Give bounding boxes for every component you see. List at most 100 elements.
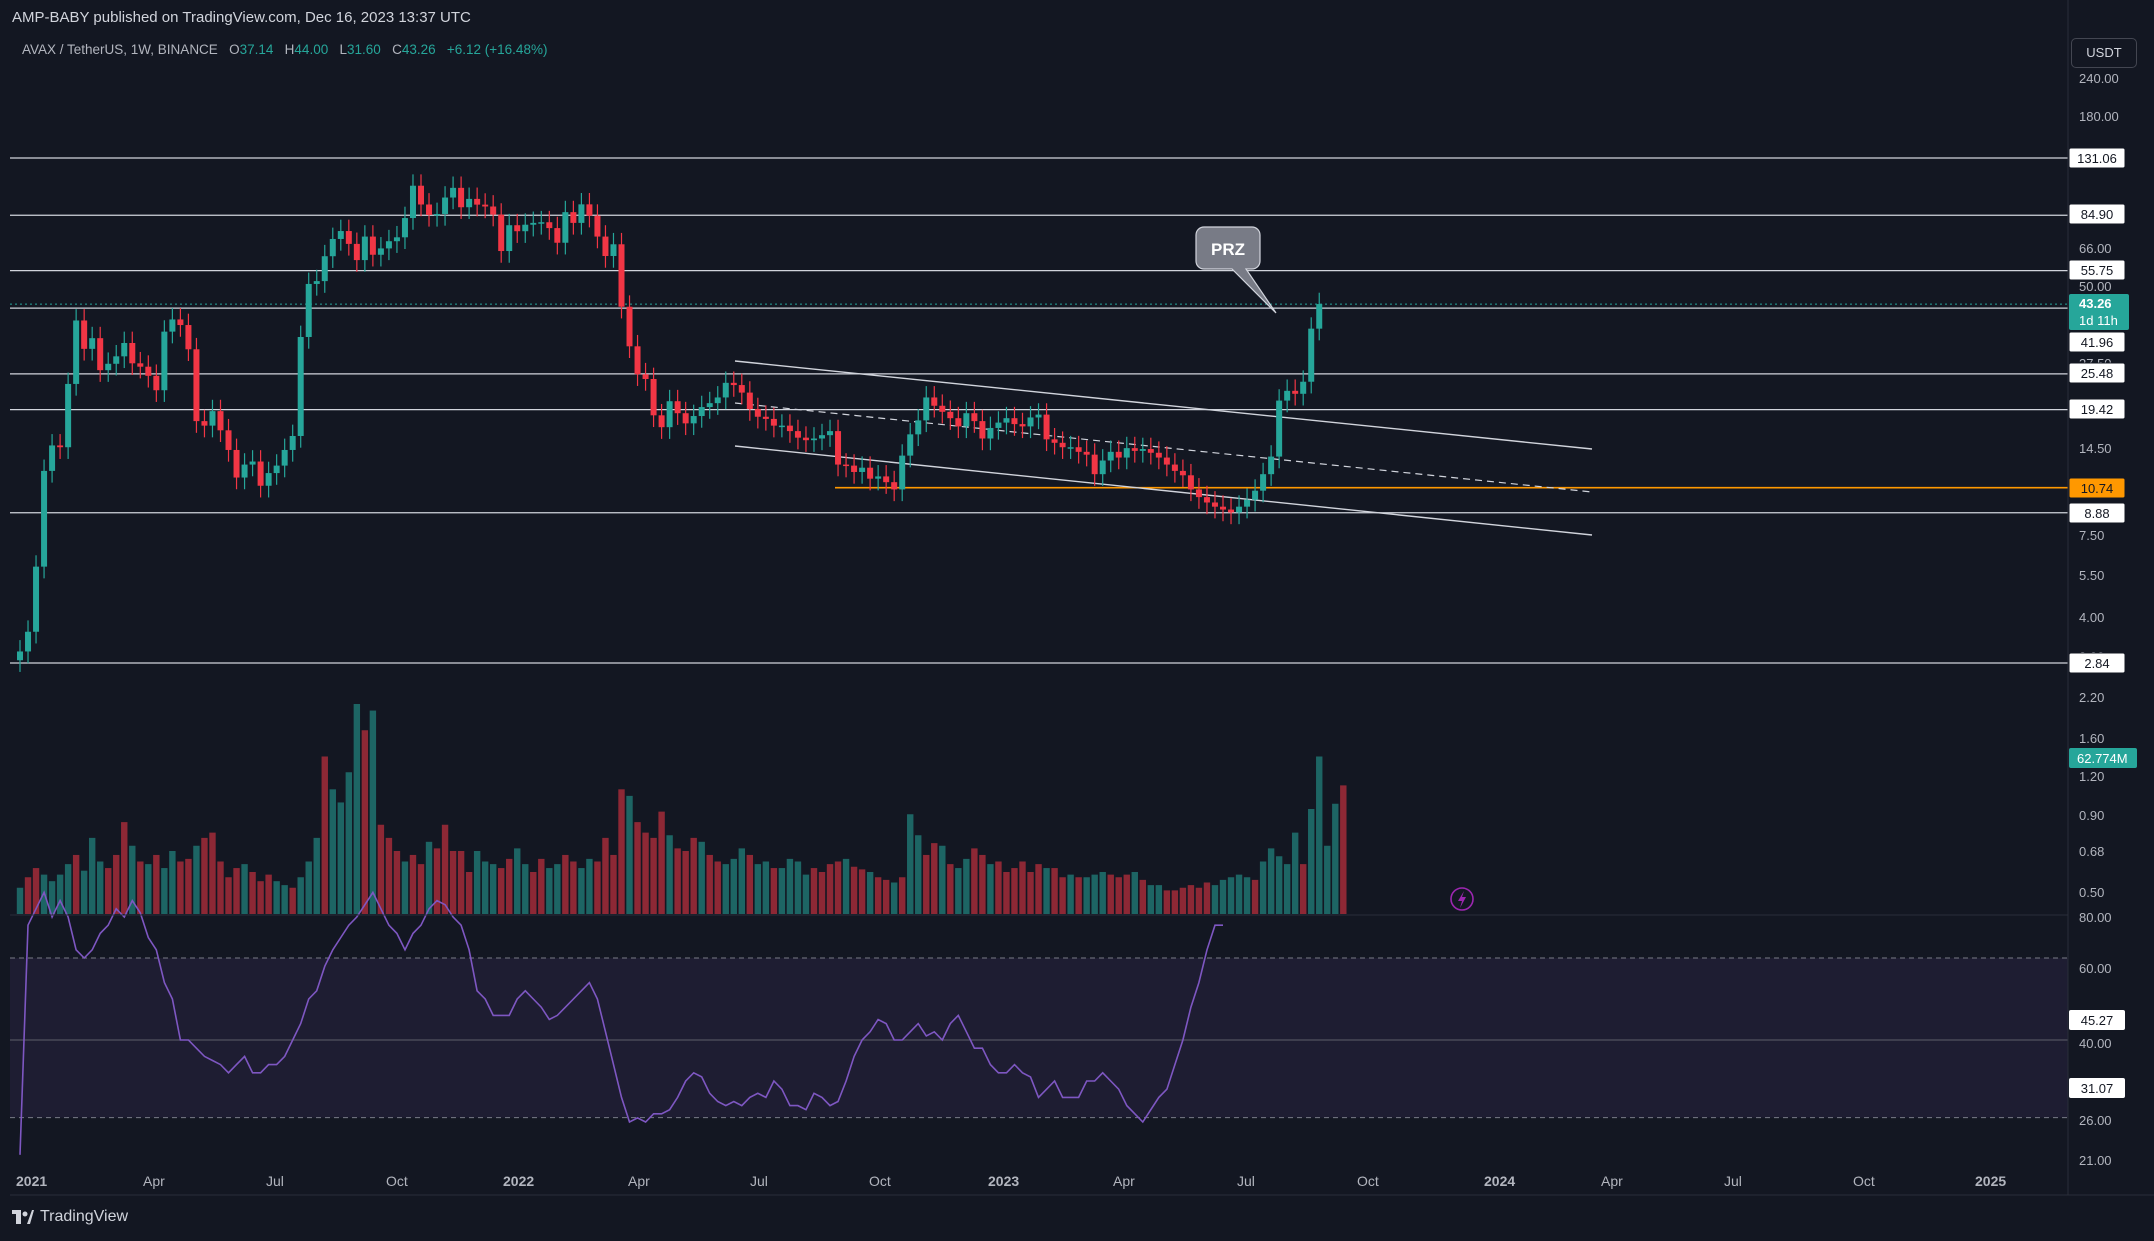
price-axis-label: 10.74 <box>2081 481 2114 496</box>
candle-body <box>409 185 416 219</box>
volume-bar <box>321 756 328 914</box>
price-axis-label: 25.48 <box>2081 366 2114 381</box>
candle-body <box>377 248 384 255</box>
open-value: 37.14 <box>239 42 274 57</box>
candle-body <box>1211 502 1218 507</box>
candle-body <box>1236 506 1243 513</box>
candle-body <box>201 421 208 426</box>
volume-bar <box>971 848 978 914</box>
alert-icon[interactable] <box>1450 887 1474 911</box>
candle-body <box>393 237 400 242</box>
candle-body <box>1083 451 1090 455</box>
channel-lower-line[interactable] <box>734 445 1593 536</box>
price-axis-tick: 2.20 <box>2079 690 2104 705</box>
volume-bar <box>762 861 770 914</box>
candle-body <box>434 213 441 216</box>
channel-upper-line[interactable] <box>734 360 1593 450</box>
price-axis-tick: 66.00 <box>2079 241 2112 256</box>
tradingview-logo[interactable]: TradingView <box>12 1208 128 1226</box>
volume-bar <box>457 851 465 914</box>
volume-bar <box>105 868 112 914</box>
candle-body <box>698 407 705 417</box>
rsi-layer <box>10 887 2068 1155</box>
publish-caption: AMP-BABY published on TradingView.com, D… <box>12 9 471 26</box>
candle-body <box>682 413 689 424</box>
high-label: H <box>284 42 295 57</box>
candle-body <box>827 431 834 436</box>
volume-bar <box>786 858 794 914</box>
volume-bar <box>1300 864 1307 914</box>
volume-bar <box>193 845 200 914</box>
currency-unit-button[interactable]: USDT <box>2071 38 2137 68</box>
price-axis-label: 2.84 <box>2084 656 2109 671</box>
lightning-icon <box>1458 891 1466 908</box>
volume-bar <box>281 885 288 914</box>
prz-label: PRZ <box>1211 240 1245 259</box>
prz-callout[interactable]: PRZ <box>1195 226 1277 314</box>
volume-bar <box>818 872 826 914</box>
candle-body <box>714 397 721 404</box>
volume-bar <box>64 864 72 914</box>
volume-bar <box>1147 885 1155 914</box>
volume-bar <box>1115 877 1122 914</box>
last-price-label-box <box>2069 294 2129 330</box>
price-axis-tick: 50.00 <box>2079 279 2112 294</box>
volume-bar <box>449 851 457 914</box>
volume-bar <box>337 802 344 914</box>
time-axis-tick: 2023 <box>988 1173 1019 1189</box>
volume-bar <box>361 730 369 914</box>
candle-body <box>746 392 753 410</box>
volume-bar <box>923 854 930 914</box>
volume-bar <box>153 854 160 914</box>
candle-body <box>1220 506 1226 510</box>
price-axis-label: 41.96 <box>2081 335 2114 350</box>
volume-bar <box>907 814 914 914</box>
candle-body <box>674 401 681 414</box>
candle-body <box>289 435 296 450</box>
candle-body <box>105 363 112 371</box>
candle-body <box>987 427 994 439</box>
volume-bar <box>377 824 385 914</box>
price-axis-label: 55.75 <box>2081 263 2114 278</box>
candle-body <box>835 431 842 465</box>
candle-body <box>610 244 617 257</box>
volume-bar <box>562 854 569 914</box>
volume-bar <box>1340 785 1347 914</box>
close-value: 43.26 <box>401 42 436 57</box>
candle-body <box>1300 381 1307 394</box>
time-axis-tick: Jul <box>750 1173 768 1189</box>
volume-bar <box>554 864 561 914</box>
volume-bar <box>634 822 641 914</box>
volume-bar <box>618 789 625 914</box>
candle-body <box>1252 490 1259 500</box>
time-axis-tick: Oct <box>1357 1173 1379 1189</box>
symbol-name[interactable]: AVAX / TetherUS, 1W, BINANCE <box>22 42 218 57</box>
candle-body <box>1091 454 1098 475</box>
candle-body <box>770 418 777 426</box>
candle-body <box>875 476 882 479</box>
volume-bar <box>1179 887 1187 914</box>
candle-body <box>883 476 890 483</box>
candle-body <box>353 243 360 261</box>
volume-bar <box>858 869 866 914</box>
candle-body <box>778 425 785 428</box>
volume-bar <box>794 861 802 914</box>
prz-callout-bubble <box>1195 226 1277 314</box>
channel-median-line[interactable] <box>734 402 1593 493</box>
time-axis-tick: Oct <box>1853 1173 1875 1189</box>
volume-bar <box>842 858 850 914</box>
volume-bar <box>80 870 88 914</box>
candle-body <box>81 320 88 349</box>
volume-bar <box>1083 877 1090 914</box>
volume-bar <box>72 854 80 914</box>
candle-body <box>1163 457 1170 465</box>
time-axis-tick: Apr <box>1601 1173 1623 1189</box>
candle-body <box>426 204 433 215</box>
candle-body <box>514 225 521 232</box>
volume-bar <box>241 864 248 914</box>
candle-body <box>634 346 641 375</box>
candle-body <box>867 467 874 479</box>
candle-body <box>1308 328 1315 382</box>
